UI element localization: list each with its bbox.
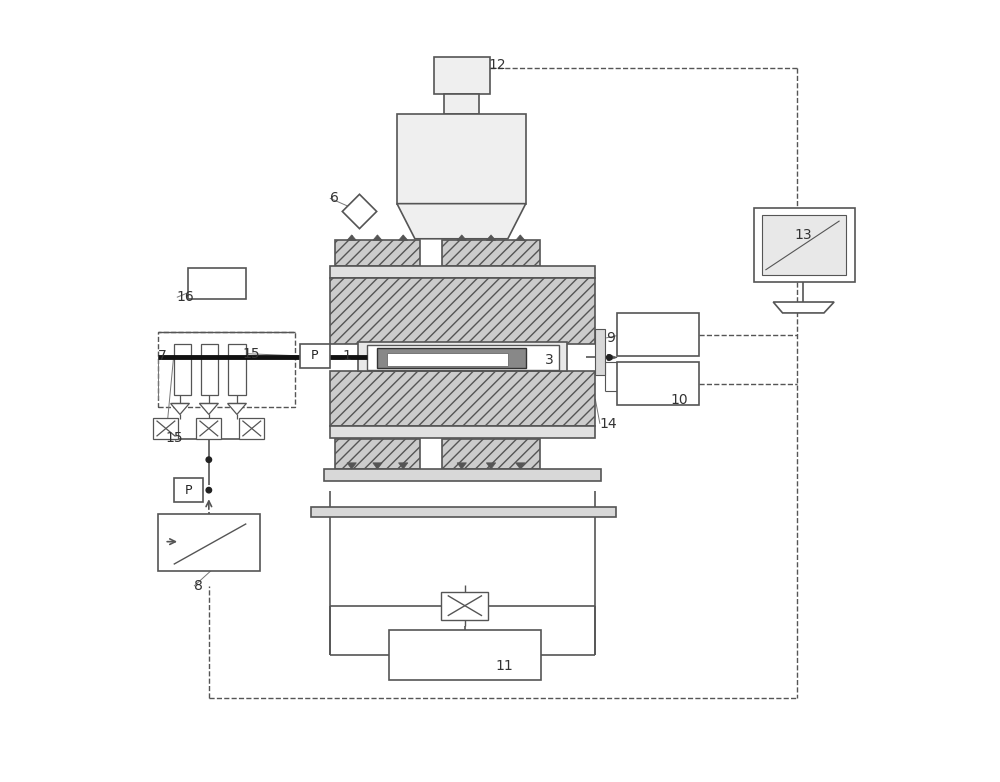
Polygon shape bbox=[347, 235, 356, 240]
Text: 9: 9 bbox=[606, 331, 615, 345]
Bar bbox=[444, 95, 479, 114]
Bar bbox=[330, 371, 595, 426]
Circle shape bbox=[607, 355, 612, 361]
Polygon shape bbox=[486, 235, 496, 240]
Bar bbox=[617, 313, 699, 356]
Polygon shape bbox=[347, 463, 356, 469]
Bar bbox=[397, 114, 526, 203]
Bar bbox=[377, 348, 526, 368]
Bar bbox=[228, 344, 246, 395]
Bar bbox=[201, 344, 218, 395]
Text: P: P bbox=[185, 483, 192, 497]
Bar bbox=[442, 240, 540, 266]
Bar bbox=[330, 266, 595, 278]
Text: 14: 14 bbox=[600, 417, 618, 431]
Bar bbox=[335, 439, 420, 469]
Text: 1: 1 bbox=[342, 349, 351, 363]
Polygon shape bbox=[373, 463, 382, 469]
Bar bbox=[358, 342, 567, 371]
Text: P: P bbox=[311, 350, 319, 362]
Bar bbox=[153, 418, 178, 439]
Bar bbox=[158, 514, 260, 571]
Text: 3: 3 bbox=[545, 353, 554, 367]
Bar bbox=[387, 353, 508, 366]
Bar bbox=[311, 507, 616, 518]
Bar bbox=[330, 426, 595, 438]
Polygon shape bbox=[397, 203, 526, 239]
Text: 10: 10 bbox=[670, 393, 688, 407]
Polygon shape bbox=[199, 404, 218, 414]
Bar bbox=[330, 278, 595, 344]
Bar bbox=[188, 267, 246, 299]
Polygon shape bbox=[516, 463, 525, 469]
Bar bbox=[300, 344, 330, 368]
Polygon shape bbox=[373, 235, 382, 240]
Text: 13: 13 bbox=[794, 228, 812, 242]
Polygon shape bbox=[608, 354, 617, 361]
Text: 12: 12 bbox=[488, 58, 506, 72]
Polygon shape bbox=[516, 235, 525, 240]
Polygon shape bbox=[457, 463, 466, 469]
Polygon shape bbox=[486, 463, 496, 469]
Bar bbox=[754, 207, 855, 282]
Polygon shape bbox=[228, 404, 246, 414]
Bar bbox=[196, 418, 221, 439]
Polygon shape bbox=[399, 463, 408, 469]
Bar bbox=[158, 332, 295, 407]
Text: 15: 15 bbox=[242, 346, 260, 361]
Bar bbox=[389, 630, 541, 680]
Bar bbox=[762, 214, 846, 275]
Text: 7: 7 bbox=[158, 349, 167, 363]
Circle shape bbox=[206, 457, 212, 462]
Bar bbox=[442, 439, 540, 469]
Bar bbox=[174, 344, 191, 395]
Text: 15: 15 bbox=[166, 431, 184, 445]
Polygon shape bbox=[399, 235, 408, 240]
Polygon shape bbox=[171, 404, 189, 414]
Polygon shape bbox=[457, 235, 466, 240]
Bar bbox=[441, 592, 488, 619]
Text: 11: 11 bbox=[495, 658, 513, 673]
Text: 16: 16 bbox=[177, 290, 195, 304]
Bar bbox=[434, 57, 490, 95]
Bar bbox=[174, 479, 203, 502]
Circle shape bbox=[206, 487, 212, 493]
Polygon shape bbox=[342, 194, 377, 228]
Text: 6: 6 bbox=[330, 191, 339, 205]
Bar bbox=[324, 469, 601, 481]
Bar bbox=[595, 328, 605, 375]
Bar bbox=[367, 345, 559, 370]
Polygon shape bbox=[773, 302, 834, 313]
Bar bbox=[617, 362, 699, 405]
Bar bbox=[239, 418, 264, 439]
Text: 8: 8 bbox=[194, 579, 203, 594]
Bar bbox=[335, 240, 420, 266]
